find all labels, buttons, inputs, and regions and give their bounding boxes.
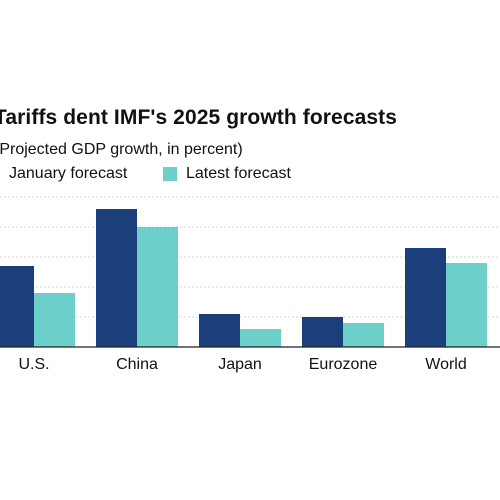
bar-japan-january bbox=[199, 314, 240, 347]
bars bbox=[0, 209, 487, 347]
legend-item-latest: Latest forecast bbox=[163, 165, 291, 183]
chart-title: Tariffs dent IMF's 2025 growth forecasts bbox=[0, 106, 398, 129]
bar-japan-latest bbox=[240, 329, 281, 347]
bar-world-latest bbox=[446, 263, 487, 347]
bar-eurozone-january bbox=[302, 317, 343, 347]
chart-legend: January forecast Latest forecast bbox=[0, 165, 500, 187]
legend-label-latest: Latest forecast bbox=[186, 165, 291, 182]
bar-china-january bbox=[96, 209, 137, 347]
bar-world-january bbox=[405, 248, 446, 347]
bar-china-latest bbox=[137, 227, 178, 347]
legend-label-january: January forecast bbox=[9, 165, 128, 182]
legend-swatch-latest bbox=[163, 167, 177, 181]
bar-us-january bbox=[0, 266, 34, 347]
legend-item-january: January forecast bbox=[0, 165, 127, 183]
x-tick-label: U.S. bbox=[18, 356, 49, 373]
x-tick-label: Eurozone bbox=[309, 356, 378, 373]
x-tick-label: Japan bbox=[218, 356, 262, 373]
bar-eurozone-latest bbox=[343, 323, 384, 347]
chart-subtitle: (Projected GDP growth, in percent) bbox=[0, 141, 243, 158]
x-tick-label: World bbox=[425, 356, 467, 373]
x-tick-label: China bbox=[116, 356, 158, 373]
bar-us-latest bbox=[34, 293, 75, 347]
x-axis-labels: U.S. China Japan Eurozone World bbox=[18, 356, 466, 373]
bar-chart: U.S. China Japan Eurozone World bbox=[0, 196, 500, 373]
